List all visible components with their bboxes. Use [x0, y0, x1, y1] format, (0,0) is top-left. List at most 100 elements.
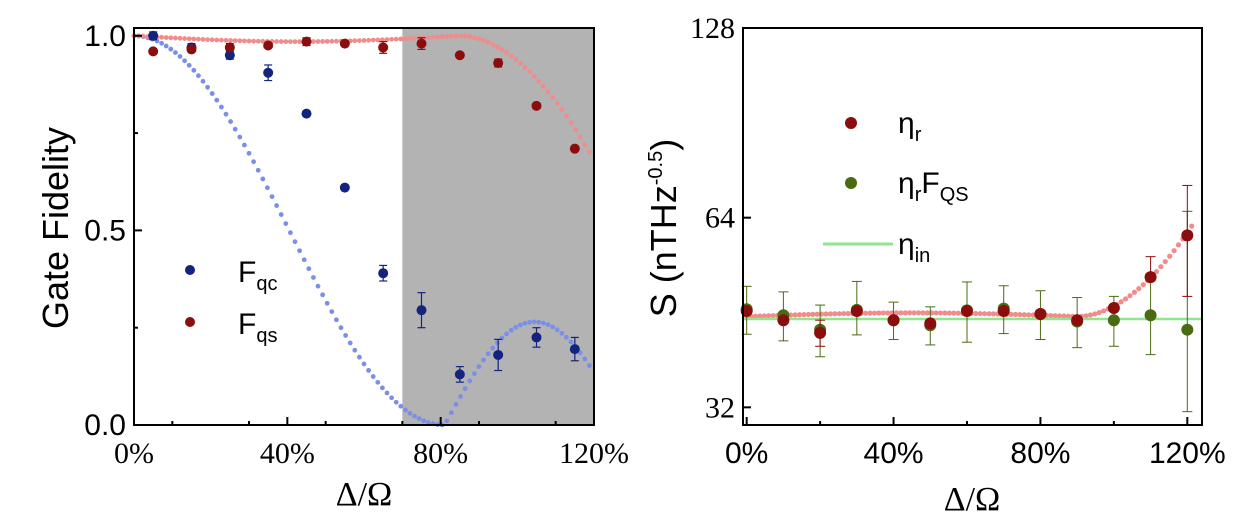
fit-dot-qc: [343, 333, 348, 338]
fit-dot-qs: [278, 39, 284, 44]
fit-dot-qs: [513, 57, 519, 62]
fit-dot-qs: [288, 39, 293, 45]
fit-dot-eta-r: [977, 310, 983, 317]
fit-dot-qc: [320, 292, 325, 298]
fit-dot-qc: [449, 410, 454, 416]
data-point-qs: [493, 58, 504, 69]
y-tick-label: 128: [690, 12, 735, 45]
data-point-qc: [454, 369, 465, 380]
fit-dot-qc: [274, 203, 279, 208]
data-point-r: [887, 314, 900, 327]
fit-dot-qc: [228, 119, 234, 124]
y-tick-label: 64: [705, 202, 735, 235]
fit-dot-eta-r: [924, 310, 930, 316]
right-data-points: [740, 184, 1194, 413]
fit-dot-eta-r: [1061, 313, 1067, 319]
fit-dot-qc: [508, 327, 514, 333]
fit-dot-eta-r: [810, 311, 816, 317]
fit-dot-qc: [357, 354, 362, 360]
data-point-qs: [339, 38, 350, 49]
fit-dot-qc: [407, 410, 413, 416]
legend-sub: qc: [256, 273, 277, 295]
fit-dot-qs: [352, 38, 358, 44]
fit-dot-qc: [366, 367, 371, 373]
fit-dot-eta-r: [1065, 313, 1071, 319]
right-y-axis-label: S (nTHz-0.5): [643, 139, 684, 317]
left-axis-ticks: 0% 40% 80% 120% 0.0 0.5 1.0: [84, 20, 629, 470]
fit-dot-eta-r: [1012, 311, 1019, 318]
fit-dot-qc: [375, 379, 381, 385]
fit-dot-eta-r: [915, 310, 922, 316]
legend-main: η: [898, 167, 915, 200]
fit-dot-qs: [467, 34, 473, 40]
right-plot-frame: [742, 27, 1203, 426]
fit-dot-qc: [214, 97, 220, 103]
fit-dot-qc: [269, 194, 275, 199]
fit-dot-qc: [393, 399, 399, 405]
right-y-label-main: S (nTHz: [643, 185, 684, 317]
fit-dot-eta-r: [845, 310, 851, 317]
fit-dot-qs: [260, 38, 266, 44]
fit-dot-qc: [232, 126, 238, 132]
fit-dot-qs: [191, 36, 197, 42]
fit-dot-qc: [554, 327, 560, 333]
fit-dot-eta-r: [880, 310, 886, 316]
fit-dot-eta-r: [871, 310, 878, 316]
legend-main: η: [898, 107, 915, 140]
fit-dot-qc: [260, 176, 266, 182]
fit-dot-qc: [527, 319, 532, 325]
fit-dot-qc: [458, 394, 463, 399]
data-point-qs: [569, 143, 580, 154]
fit-dot-qc: [338, 325, 344, 331]
y-tick-label: 0.0: [84, 409, 126, 442]
fit-dot-qs: [205, 37, 211, 42]
fit-dot-eta-r: [788, 312, 794, 318]
fit-dot-eta-r: [757, 313, 763, 319]
fit-dot-qc: [324, 300, 330, 306]
fit-dot-qs: [214, 37, 220, 43]
fit-dot-qc: [209, 91, 215, 96]
y-tick-label: 1.0: [84, 20, 126, 53]
fit-dot-qs: [223, 37, 229, 43]
legend-main: η: [898, 228, 915, 261]
data-point-qs: [263, 40, 274, 51]
fit-dot-qc: [495, 340, 500, 346]
fit-dot-qs: [485, 39, 491, 45]
fit-dot-qc: [182, 58, 188, 64]
fit-dot-eta-r: [937, 310, 944, 316]
fit-dot-eta-r: [1171, 248, 1177, 254]
fit-dot-eta-r: [955, 310, 961, 316]
right-y-label-sup: -0.5: [645, 151, 667, 185]
data-point-qc: [378, 268, 389, 279]
fit-dot-qs: [232, 38, 238, 44]
fit-dot-qc: [237, 134, 243, 140]
fit-dot-qc: [426, 420, 431, 425]
fit-dot-qs: [219, 37, 224, 43]
fit-dot-qc: [311, 275, 316, 280]
fit-dot-qc: [485, 351, 491, 357]
fit-dot-qs: [324, 38, 330, 44]
fit-dot-qs: [564, 113, 569, 119]
fit-dot-qc: [315, 283, 321, 289]
data-point-r: [997, 305, 1010, 318]
fit-dot-qc: [329, 309, 335, 315]
fit-dot-eta-r: [832, 311, 838, 317]
fit-dot-qc: [196, 73, 201, 79]
fit-dot-qc: [536, 319, 542, 325]
left-x-axis-label: Δ/Ω: [336, 476, 393, 513]
fit-dot-eta-r: [1056, 313, 1063, 319]
fit-dot-qs: [444, 34, 450, 39]
fit-dot-qc: [403, 407, 408, 413]
data-point-qs: [186, 44, 197, 55]
data-point-r: [1071, 314, 1084, 327]
fit-dot-qc: [361, 361, 367, 367]
fit-dot-qs: [403, 36, 408, 42]
fit-dot-qs: [283, 39, 289, 44]
fit-dot-qs: [582, 142, 588, 148]
fit-dot-qc: [568, 339, 574, 345]
fit-dot-qc: [186, 62, 192, 68]
fit-dot-qs: [550, 95, 555, 100]
